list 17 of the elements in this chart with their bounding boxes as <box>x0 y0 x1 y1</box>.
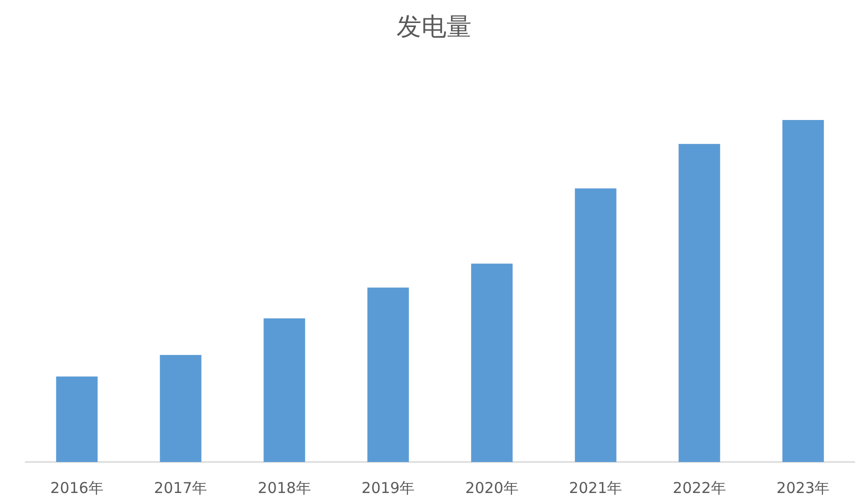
x-tick-label: 2020年 <box>465 479 518 497</box>
bar <box>782 120 824 462</box>
bar <box>471 264 513 462</box>
bar <box>367 288 409 462</box>
x-tick-label: 2021年 <box>569 479 622 497</box>
x-tick-label: 2022年 <box>672 479 726 497</box>
x-tick-label: 2016年 <box>50 479 104 497</box>
x-tick-label: 2023年 <box>776 479 830 497</box>
bar <box>574 188 616 462</box>
chart-title: 发电量 <box>396 12 472 41</box>
x-tick-label: 2019年 <box>362 479 415 497</box>
bar <box>160 354 202 462</box>
x-tick-label: 2018年 <box>258 479 311 497</box>
x-tick-label: 2017年 <box>154 479 208 497</box>
bar <box>264 318 306 462</box>
bar <box>678 144 720 462</box>
bar <box>56 376 98 462</box>
